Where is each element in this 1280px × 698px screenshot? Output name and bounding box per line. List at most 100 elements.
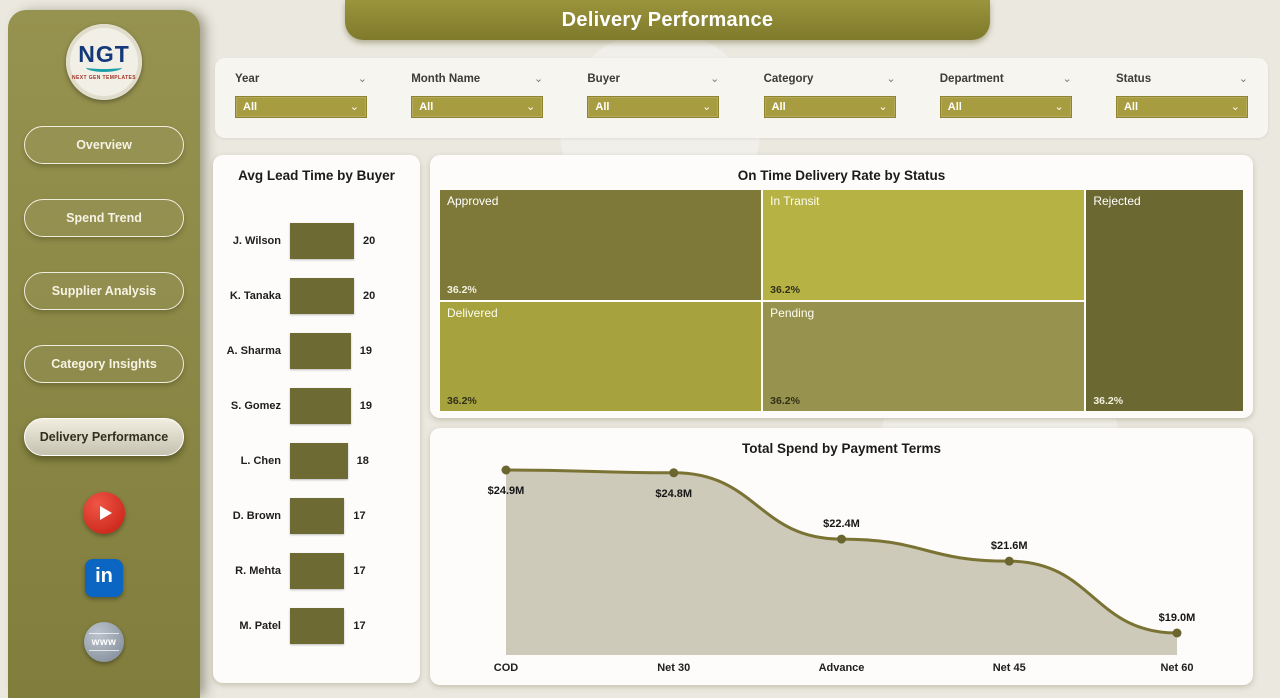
treemap-cell-delivered[interactable]: Delivered 36.2%	[440, 301, 762, 411]
data-point-net-30[interactable]	[669, 468, 679, 478]
data-label: $24.9M	[488, 485, 525, 497]
filter-bar: Year ⌄ All ⌄ Month Name ⌄ All ⌄ Buyer ⌄ All ⌄ Catego…	[215, 58, 1268, 138]
data-point-advance[interactable]	[837, 534, 846, 544]
filter-label: Year	[235, 73, 260, 85]
chevron-down-icon[interactable]: ⌄	[710, 72, 720, 85]
sidebar-item-delivery-performance[interactable]: Delivery Performance	[24, 418, 184, 456]
treemap-cell-label: In Transit	[770, 194, 820, 208]
chevron-down-icon[interactable]: ⌄	[533, 72, 544, 85]
treemap-cell-rejected[interactable]: Rejected 36.2%	[1086, 190, 1243, 411]
filter-label: Month Name	[411, 73, 481, 85]
data-point-net-45[interactable]	[1004, 556, 1014, 566]
bar-category-label: D. Brown	[232, 509, 281, 522]
bar-value-label: 17	[353, 564, 366, 577]
filter-department-dropdown[interactable]: All ⌄	[939, 96, 1072, 118]
x-axis-label: Net 60	[1160, 662, 1193, 674]
data-label: $24.8M	[655, 488, 692, 500]
filter-header: Status ⌄	[1116, 71, 1248, 87]
treemap-cell-percent: 36.2%	[447, 283, 477, 296]
bar-j-wilson[interactable]	[290, 222, 354, 259]
sidebar-item-category-insights[interactable]: Category Insights	[24, 345, 184, 383]
filter-category: Category ⌄ All ⌄	[763, 71, 896, 138]
bar-chart: J. Wilson 20 K. Tanaka 20 A. Sharma 19 S. Gome…	[219, 213, 418, 653]
filter-label: Department	[939, 73, 1004, 85]
website-icon[interactable]: www	[84, 622, 124, 662]
filter-value: All	[771, 101, 786, 113]
filter-year: Year ⌄ All ⌄	[235, 71, 367, 138]
filter-header: Month Name ⌄	[411, 71, 543, 87]
filter-year-dropdown[interactable]: All ⌄	[235, 96, 367, 118]
bar-value-label: 18	[356, 454, 369, 467]
bar-m-patel[interactable]	[290, 607, 345, 644]
bar-value-label: 19	[359, 399, 373, 412]
treemap-cell-percent: 36.2%	[770, 283, 800, 296]
delivery-rate-panel: On Time Delivery Rate by Status Approved…	[430, 155, 1253, 418]
bar-value-label: 17	[353, 509, 366, 522]
filter-month-name-dropdown[interactable]: All ⌄	[411, 96, 544, 118]
page-title-banner: Delivery Performance	[345, 0, 990, 40]
lead-time-panel: Avg Lead Time by Buyer J. Wilson 20 K. Tan…	[213, 155, 420, 683]
bar-r-mehta[interactable]	[290, 552, 345, 589]
bar-row: M. Patel 17	[219, 598, 418, 653]
bar-row: L. Chen 18	[219, 433, 418, 488]
filter-value: All	[419, 101, 434, 113]
filter-label: Status	[1115, 73, 1152, 85]
treemap-cell-label: Approved	[447, 194, 499, 208]
chevron-down-icon[interactable]: ⌄	[1062, 72, 1072, 85]
filter-value: All	[1123, 101, 1138, 113]
treemap-cell-label: Delivered	[447, 305, 498, 320]
sidebar-item-spend-trend[interactable]: Spend Trend	[24, 199, 184, 237]
filter-status-dropdown[interactable]: All ⌄	[1115, 96, 1248, 118]
bar-a-sharma[interactable]	[290, 332, 351, 369]
bar-k-tanaka[interactable]	[290, 277, 354, 314]
sidebar-nav: Overview Spend Trend Supplier Analysis Cate…	[8, 126, 200, 456]
filter-status: Status ⌄ All ⌄	[1115, 71, 1248, 138]
spend-panel: Total Spend by Payment Terms $24.9M COD $2…	[430, 428, 1253, 685]
youtube-icon[interactable]	[83, 492, 125, 534]
filter-header: Category ⌄	[764, 71, 896, 87]
filter-department: Department ⌄ All ⌄	[939, 71, 1072, 138]
data-point-cod[interactable]	[501, 465, 511, 475]
play-icon	[99, 506, 112, 520]
linkedin-icon[interactable]: in	[85, 559, 123, 597]
logo-subtext: NEXT GEN TEMPLATES	[71, 75, 137, 81]
filter-category-dropdown[interactable]: All ⌄	[763, 96, 896, 118]
bar-s-gomez[interactable]	[290, 387, 351, 424]
chevron-down-icon[interactable]: ⌄	[1238, 72, 1248, 85]
bar-value-label: 17	[353, 619, 366, 632]
bar-category-label: L. Chen	[240, 454, 281, 467]
lead-time-title: Avg Lead Time by Buyer	[238, 168, 395, 183]
treemap-cell-label: Pending	[770, 305, 815, 320]
bar-category-label: M. Patel	[239, 619, 281, 632]
bar-value-label: 19	[359, 344, 373, 357]
filter-header: Year ⌄	[235, 71, 367, 87]
treemap-cell-percent: 36.2%	[1093, 395, 1124, 407]
bar-row: K. Tanaka 20	[219, 268, 418, 323]
bar-row: S. Gomez 19	[219, 378, 418, 433]
data-point-net-60[interactable]	[1172, 628, 1182, 638]
bar-row: R. Mehta 17	[219, 543, 418, 598]
area-chart: $24.9M COD $24.8M Net 30 $22.4M Advance $21.6M…	[488, 465, 1195, 674]
bar-d-brown[interactable]	[290, 497, 345, 534]
bar-row: A. Sharma 19	[219, 323, 418, 378]
bar-row: J. Wilson 20	[219, 213, 418, 268]
spend-title: Total Spend by Payment Terms	[741, 441, 942, 456]
data-label: $21.6M	[991, 540, 1028, 552]
chevron-down-icon: ⌄	[349, 100, 359, 113]
bar-l-chen[interactable]	[290, 442, 348, 479]
bar-value-label: 20	[363, 234, 376, 247]
filter-buyer-dropdown[interactable]: All ⌄	[587, 96, 720, 118]
treemap-cell-approved[interactable]: Approved 36.2%	[440, 190, 762, 300]
sidebar: NGT NEXT GEN TEMPLATES Overview Spend Tre…	[8, 10, 200, 698]
chevron-down-icon[interactable]: ⌄	[886, 72, 896, 85]
bar-category-label: R. Mehta	[235, 564, 281, 577]
sidebar-item-supplier-analysis[interactable]: Supplier Analysis	[24, 272, 184, 310]
social-links: in www	[8, 492, 200, 662]
chevron-down-icon: ⌄	[878, 100, 888, 113]
chevron-down-icon[interactable]: ⌄	[357, 72, 367, 85]
sidebar-item-overview[interactable]: Overview	[24, 126, 184, 164]
chevron-down-icon: ⌄	[1230, 100, 1240, 113]
treemap-cell-label: Rejected	[1093, 194, 1141, 208]
treemap-cell-pending[interactable]: Pending 36.2%	[763, 301, 1085, 411]
treemap-cell-in-transit[interactable]: In Transit 36.2%	[763, 190, 1085, 300]
